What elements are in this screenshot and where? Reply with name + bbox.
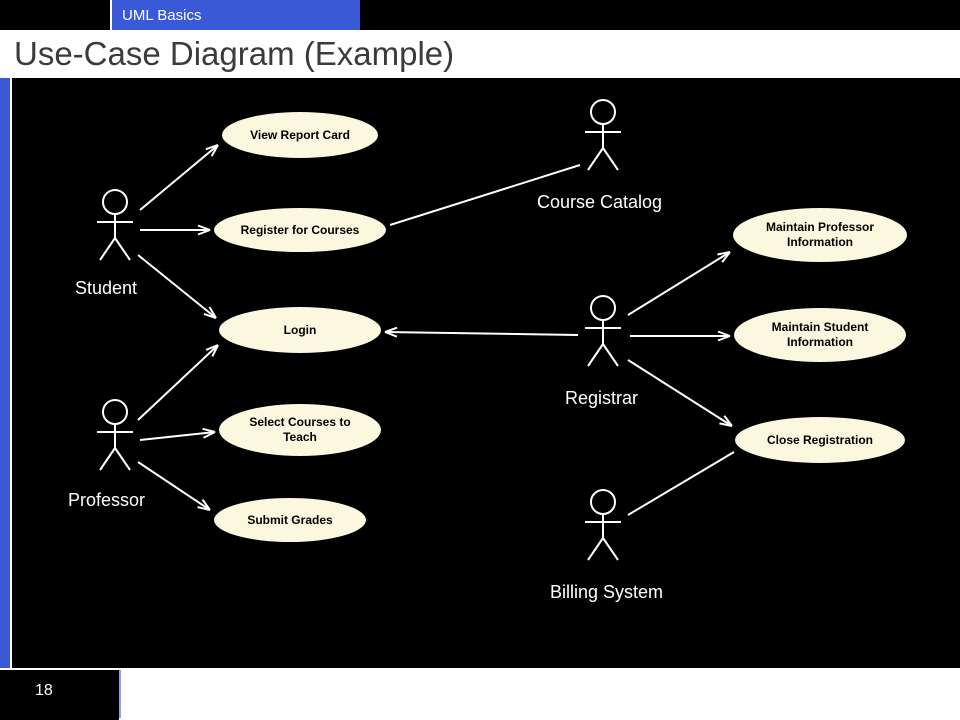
footer	[0, 668, 960, 720]
usecase-label: Select Courses toTeach	[249, 415, 350, 445]
diagram-area	[0, 78, 960, 668]
usecase-submit_grades: Submit Grades	[212, 496, 368, 544]
slide-title: Use-Case Diagram (Example)	[14, 35, 454, 73]
usecase-label: Maintain ProfessorInformation	[766, 220, 874, 250]
usecase-label: Register for Courses	[241, 223, 360, 238]
page-number: 18	[35, 682, 53, 700]
title-strip: Use-Case Diagram (Example)	[0, 30, 960, 78]
usecase-label: View Report Card	[250, 128, 350, 143]
usecase-register: Register for Courses	[212, 206, 388, 254]
usecase-maint_stud: Maintain StudentInformation	[732, 306, 908, 364]
usecase-label: Close Registration	[767, 433, 873, 448]
header-breadcrumb: UML Basics	[110, 0, 360, 30]
usecase-login: Login	[217, 305, 383, 355]
usecase-select_teach: Select Courses toTeach	[217, 402, 383, 458]
actor-label-catalog: Course Catalog	[537, 192, 662, 213]
usecase-label: Maintain StudentInformation	[772, 320, 869, 350]
footer-divider	[119, 670, 121, 718]
usecase-maint_prof: Maintain ProfessorInformation	[731, 206, 909, 264]
actor-label-student: Student	[75, 278, 137, 299]
footer-page-box: 18	[0, 668, 119, 720]
actor-label-professor: Professor	[68, 490, 145, 511]
diagram-left-bar	[0, 78, 12, 672]
usecase-view_report: View Report Card	[220, 110, 380, 160]
actor-label-registrar: Registrar	[565, 388, 638, 409]
usecase-label: Login	[284, 323, 317, 338]
usecase-close_reg: Close Registration	[733, 415, 907, 465]
usecase-label: Submit Grades	[247, 513, 332, 528]
breadcrumb-label: UML Basics	[122, 7, 201, 24]
actor-label-billing: Billing System	[550, 582, 663, 603]
slide: UML Basics Use-Case Diagram (Example) Vi…	[0, 0, 960, 720]
